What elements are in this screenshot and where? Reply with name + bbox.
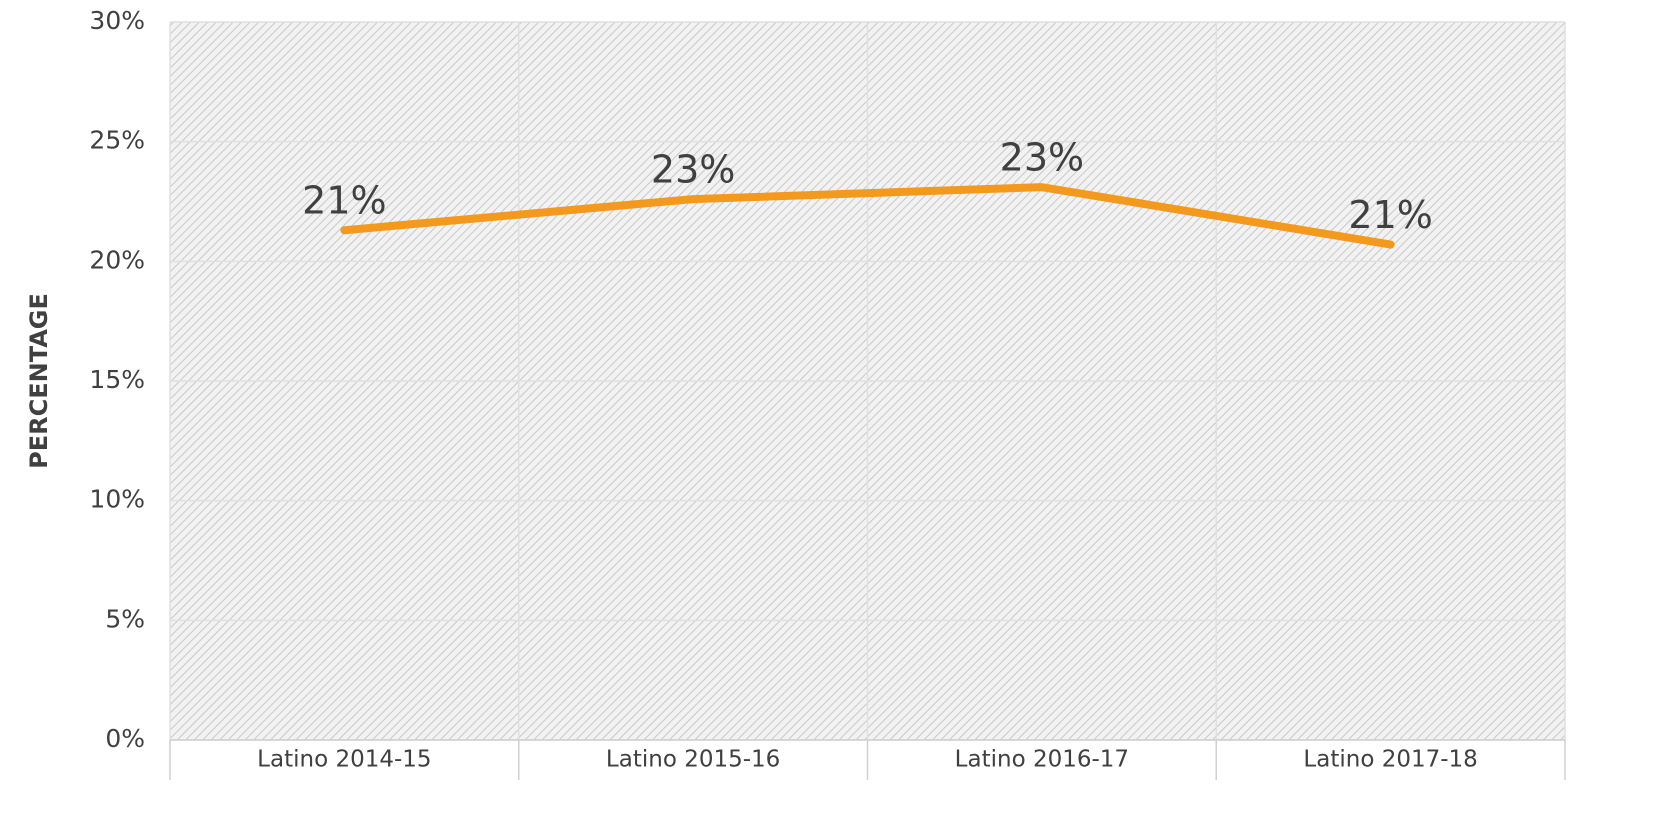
y-axis-label: PERCENTAGE [25, 293, 53, 469]
x-tick-label: Latino 2017-18 [1303, 747, 1477, 773]
y-tick-label: 25% [89, 126, 145, 155]
data-label: 23% [1000, 136, 1084, 180]
data-label: 21% [1348, 193, 1432, 237]
y-tick-label: 15% [89, 365, 145, 394]
y-tick-label: 30% [89, 6, 145, 35]
x-tick-label: Latino 2015-16 [606, 747, 780, 773]
x-tick-label: Latino 2014-15 [257, 747, 431, 773]
data-label: 21% [302, 179, 386, 223]
series-line [340, 183, 1395, 249]
x-tick-label: Latino 2016-17 [955, 747, 1129, 773]
y-tick-label: 20% [89, 245, 145, 274]
y-tick-label: 0% [105, 724, 145, 753]
y-tick-label: 10% [89, 485, 145, 514]
data-label: 23% [651, 148, 735, 192]
y-tick-label: 5% [105, 604, 145, 633]
